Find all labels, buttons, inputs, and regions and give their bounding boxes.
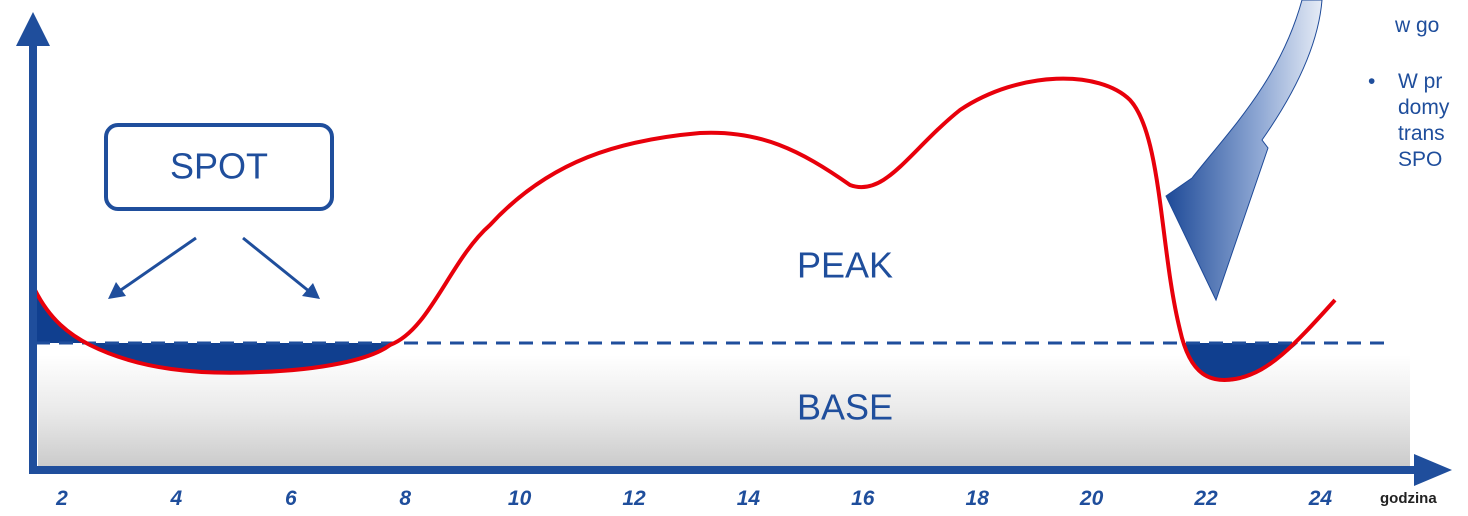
spot-area-left: [36, 292, 392, 373]
spot-arrow-right: [242, 236, 311, 294]
x-label: 18: [966, 487, 990, 510]
peak-label: PEAK: [797, 245, 893, 286]
spot-arrow-left: [117, 236, 197, 294]
spot-label: SPOT: [170, 146, 268, 187]
x-label: 2: [55, 487, 68, 510]
x-label: 24: [1308, 487, 1333, 510]
x-labels: 2 4 6 8 10 12 14 16 18 20 22 24: [55, 487, 1332, 510]
base-band: [38, 355, 1410, 470]
curved-arrow: [1165, 0, 1323, 302]
side-text-line: trans: [1398, 122, 1445, 145]
base-label: BASE: [797, 387, 893, 428]
side-text-lines: W pr domy trans SPO: [1398, 70, 1450, 171]
side-text-top: w go: [1394, 14, 1439, 37]
x-title: godzina: [1380, 490, 1437, 507]
bullet: •: [1368, 70, 1375, 93]
x-label: 20: [1079, 487, 1104, 510]
spot-arrowhead-left: [108, 282, 126, 299]
side-text-line: SPO: [1398, 148, 1442, 171]
x-label: 4: [170, 487, 183, 510]
x-label: 14: [737, 487, 761, 510]
side-text-line: W pr: [1398, 70, 1442, 93]
side-text-line: domy: [1398, 96, 1450, 119]
x-label: 8: [399, 487, 411, 510]
load-curve: [33, 76, 1337, 383]
x-axis-arrow: [1414, 454, 1452, 486]
x-label: 22: [1193, 487, 1218, 510]
y-axis-arrow: [16, 12, 50, 46]
x-label: 10: [508, 487, 532, 510]
spot-area-right: [1184, 343, 1298, 381]
spot-box: [104, 123, 334, 211]
x-label: 16: [851, 487, 875, 510]
x-label: 12: [622, 487, 646, 510]
spot-arrowhead-right: [302, 283, 320, 299]
x-label: 6: [285, 487, 297, 510]
